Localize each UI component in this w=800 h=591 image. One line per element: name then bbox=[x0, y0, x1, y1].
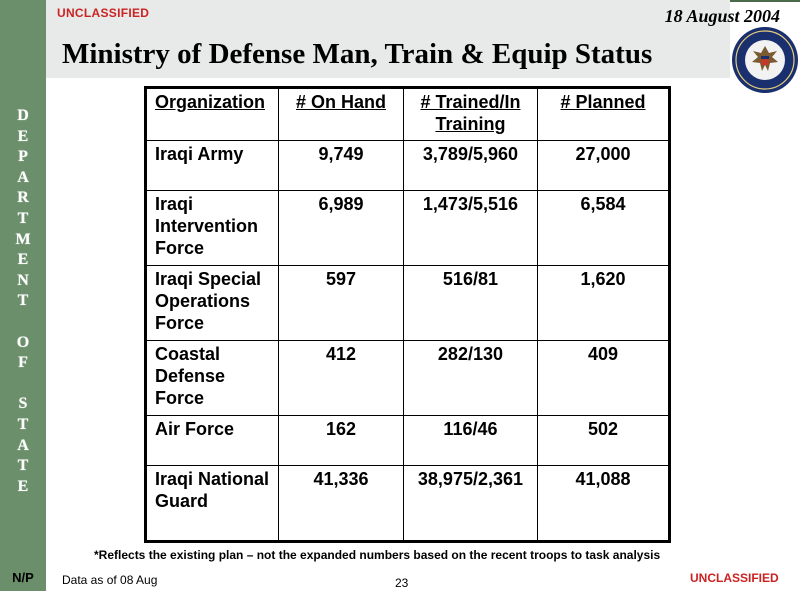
cell-organization: Iraqi Intervention Force bbox=[145, 190, 279, 266]
title-bar bbox=[46, 0, 730, 78]
department-of-state-seal-icon bbox=[732, 27, 798, 93]
cell-on-hand: 9,749 bbox=[278, 140, 404, 191]
cell-planned: 409 bbox=[536, 340, 671, 416]
cell-planned: 41,088 bbox=[536, 465, 671, 542]
cell-trained: 516/81 bbox=[402, 265, 538, 341]
footnote: *Reflects the existing plan – not the ex… bbox=[94, 548, 661, 562]
cell-on-hand: 6,989 bbox=[278, 190, 404, 266]
cell-on-hand: 412 bbox=[278, 340, 404, 416]
data-as-of: Data as of 08 Aug bbox=[62, 573, 158, 587]
cell-organization: Coastal Defense Force bbox=[145, 340, 279, 416]
status-table: Organization # On Hand # Trained/In Trai… bbox=[144, 86, 671, 543]
sidebar-letter: N bbox=[17, 271, 29, 289]
table-row: Iraqi Army 9,749 3,789/5,960 27,000 bbox=[145, 140, 671, 191]
sidebar bbox=[0, 0, 46, 591]
sidebar-letter: T bbox=[17, 292, 29, 310]
header-on-hand: # On Hand bbox=[278, 87, 404, 141]
cell-organization: Iraqi Army bbox=[145, 140, 279, 191]
sidebar-letter: F bbox=[18, 354, 28, 372]
sidebar-letter: T bbox=[17, 416, 29, 433]
cell-planned: 1,620 bbox=[536, 265, 671, 341]
cell-trained: 282/130 bbox=[402, 340, 538, 416]
sidebar-letter: E bbox=[17, 251, 29, 269]
cell-trained: 3,789/5,960 bbox=[402, 140, 538, 191]
table-row: Iraqi National Guard 41,336 38,975/2,361… bbox=[145, 465, 671, 542]
cell-planned: 502 bbox=[536, 415, 671, 466]
sidebar-letter: E bbox=[17, 477, 29, 495]
header-organization: Organization bbox=[145, 87, 279, 141]
cell-organization: Air Force bbox=[145, 415, 279, 466]
sidebar-letter: M bbox=[15, 230, 31, 248]
sidebar-letter: E bbox=[17, 127, 29, 145]
sidebar-letter: P bbox=[18, 148, 28, 166]
cell-planned: 27,000 bbox=[536, 140, 671, 191]
sidebar-letter: D bbox=[17, 107, 29, 124]
table-row: Iraqi Special Operations Force 597 516/8… bbox=[145, 265, 671, 341]
slide-date: 18 August 2004 bbox=[664, 6, 780, 26]
cell-on-hand: 41,336 bbox=[278, 465, 404, 542]
cell-on-hand: 162 bbox=[278, 415, 404, 466]
cell-planned: 6,584 bbox=[536, 190, 671, 266]
sidebar-letter: A bbox=[17, 168, 29, 186]
cell-trained: 116/46 bbox=[402, 415, 538, 466]
table-row: Iraqi Intervention Force 6,989 1,473/5,5… bbox=[145, 190, 671, 266]
cell-organization: Iraqi Special Operations Force bbox=[145, 265, 279, 341]
table-row: Air Force 162 116/46 502 bbox=[145, 415, 671, 466]
header-classification: UNCLASSIFIED bbox=[57, 6, 150, 20]
footer-classification: UNCLASSIFIED bbox=[690, 571, 779, 585]
sidebar-letter: S bbox=[18, 395, 28, 413]
cell-on-hand: 597 bbox=[278, 265, 404, 341]
np-marking: N/P bbox=[12, 570, 34, 585]
sidebar-letter: T bbox=[17, 457, 29, 475]
sidebar-letter: O bbox=[16, 333, 30, 351]
header-trained: # Trained/In Training bbox=[402, 87, 538, 141]
cell-trained: 38,975/2,361 bbox=[402, 465, 538, 542]
table-row: Coastal Defense Force 412 282/130 409 bbox=[145, 340, 671, 416]
slide-title: Ministry of Defense Man, Train & Equip S… bbox=[62, 38, 653, 70]
sidebar-letter: A bbox=[17, 436, 29, 454]
table-header-row: Organization # On Hand # Trained/In Trai… bbox=[145, 87, 671, 141]
sidebar-letter: T bbox=[17, 210, 29, 227]
sidebar-letter: R bbox=[17, 189, 29, 207]
cell-trained: 1,473/5,516 bbox=[402, 190, 538, 266]
page-number: 23 bbox=[395, 576, 409, 590]
header-planned: # Planned bbox=[536, 87, 671, 141]
cell-organization: Iraqi National Guard bbox=[145, 465, 279, 542]
